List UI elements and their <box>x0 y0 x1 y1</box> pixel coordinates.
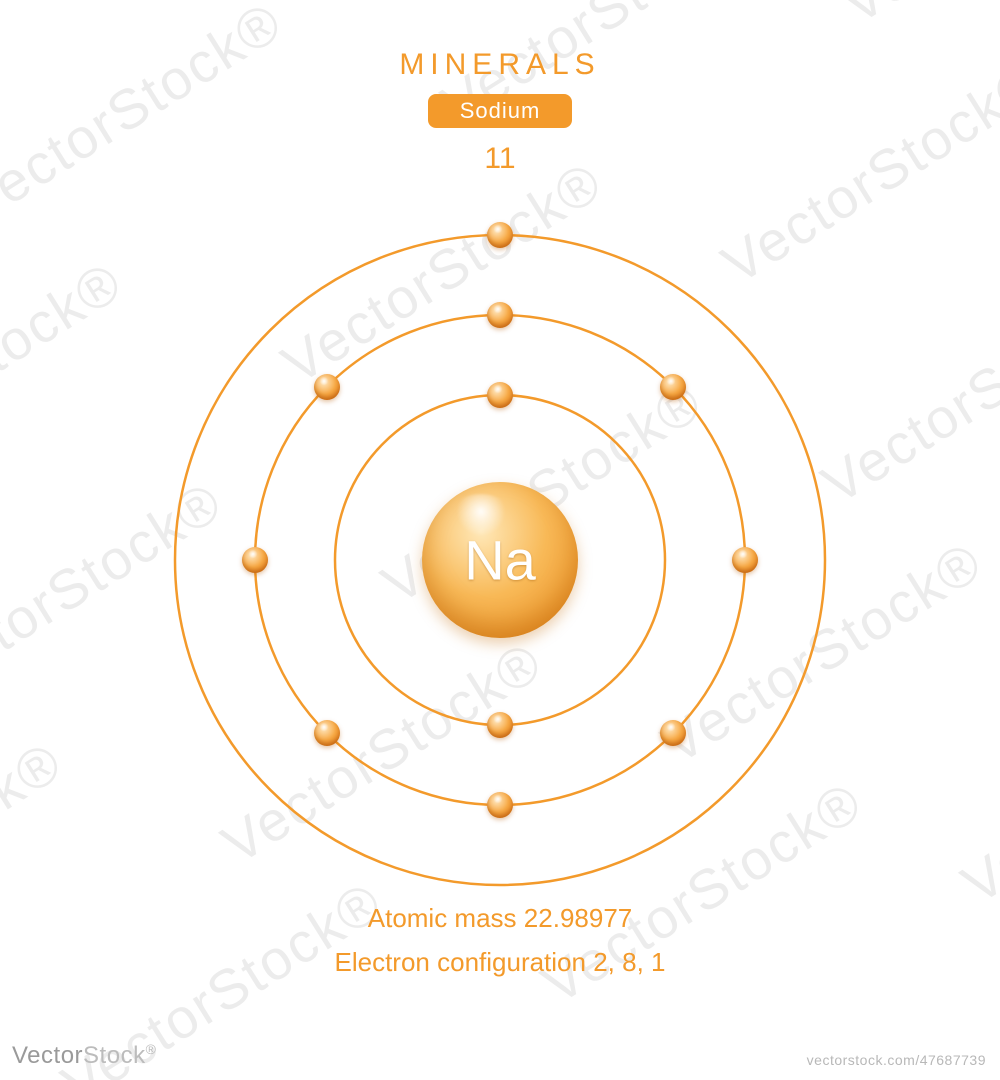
image-id-domain: vectorstock.com <box>807 1052 916 1068</box>
element-symbol: Na <box>464 528 536 593</box>
image-id-number: /47687739 <box>915 1052 986 1068</box>
electron-shell2-5 <box>487 792 513 818</box>
electron-config-line: Electron configuration 2, 8, 1 <box>0 940 1000 984</box>
brand-name-light: Stock <box>83 1042 146 1069</box>
electron-config-value: 2, 8, 1 <box>593 947 665 977</box>
image-id: vectorstock.com/47687739 <box>807 1052 986 1068</box>
electron-shell2-8 <box>314 374 340 400</box>
atomic-number: 11 <box>0 142 1000 176</box>
brand-name-bold: Vector <box>12 1042 83 1069</box>
electron-shell2-2 <box>660 374 686 400</box>
header: MINERALS Sodium 11 <box>0 48 1000 176</box>
electron-shell1-1 <box>487 382 513 408</box>
electron-shell2-7 <box>242 547 268 573</box>
electron-shell1-2 <box>487 712 513 738</box>
atomic-mass-line: Atomic mass 22.98977 <box>0 896 1000 940</box>
electron-shell2-3 <box>732 547 758 573</box>
category-title: MINERALS <box>0 48 1000 82</box>
bohr-model-diagram: Na <box>0 200 1000 920</box>
electron-config-label: Electron configuration <box>335 947 586 977</box>
brand-footer: VectorStock® <box>12 1041 156 1070</box>
atomic-mass-value: 22.98977 <box>524 903 632 933</box>
electron-shell2-1 <box>487 302 513 328</box>
properties-footer: Atomic mass 22.98977 Electron configurat… <box>0 896 1000 984</box>
atomic-mass-label: Atomic mass <box>368 903 517 933</box>
electron-shell3-1 <box>487 222 513 248</box>
watermark-text: VectorStock® <box>830 0 1000 37</box>
brand-suffix: ® <box>146 1041 157 1057</box>
electron-shell2-6 <box>314 720 340 746</box>
element-name-badge: Sodium <box>428 94 573 128</box>
